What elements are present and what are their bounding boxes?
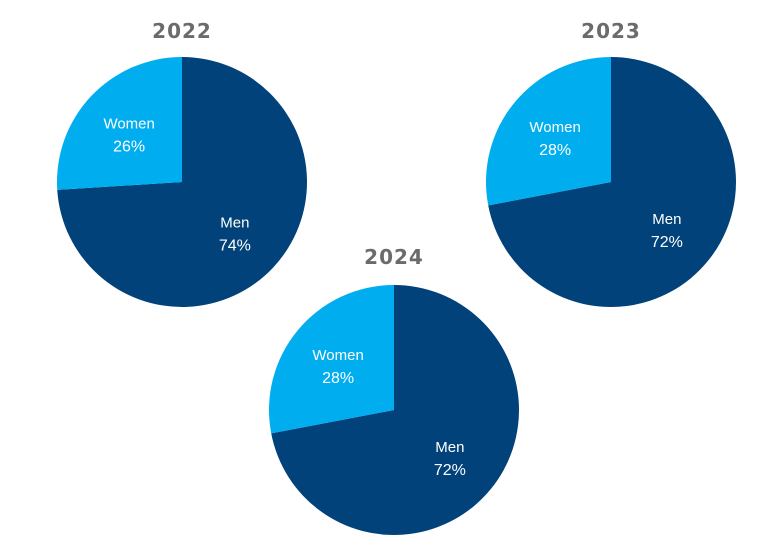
chart-title: 2023 <box>581 19 641 43</box>
pie-chart-2023: 2023 Men 72% Women 28% <box>486 19 736 307</box>
pie-slice-women <box>56 57 182 190</box>
slice-label: Women <box>103 115 154 132</box>
slice-label: Women <box>312 347 363 364</box>
pie-slice-men <box>488 57 736 307</box>
pie-slice-women <box>268 285 394 434</box>
slice-value-label: 28% <box>322 370 354 387</box>
chart-title: 2022 <box>152 19 212 43</box>
chart-title: 2024 <box>364 245 424 269</box>
slice-value-label: 72% <box>651 234 683 251</box>
slice-value-label: 26% <box>113 138 145 155</box>
pie-slice-women <box>486 57 611 206</box>
slice-label: Women <box>529 119 580 136</box>
slice-label: Men <box>435 439 464 456</box>
slice-value-label: 74% <box>219 238 251 255</box>
slice-label: Men <box>652 211 681 228</box>
pie-slice-men <box>271 285 520 535</box>
slice-value-label: 72% <box>434 462 466 479</box>
slice-value-label: 28% <box>539 142 571 159</box>
slice-label: Men <box>220 215 249 232</box>
pie-chart-2024: 2024 Men 72% Women 28% <box>268 245 520 535</box>
pie-slice-men <box>57 57 307 307</box>
pie-chart-2022: 2022 Men 74% Women 26% <box>56 19 307 307</box>
